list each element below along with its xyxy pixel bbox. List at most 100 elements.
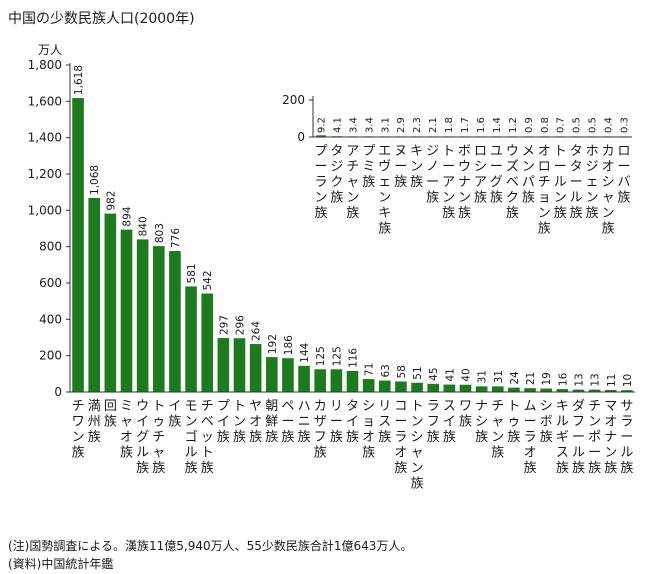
svg-text:ー: ー	[442, 160, 455, 175]
inset-bar-value-label: 1.8	[444, 117, 455, 133]
x-category-label: タイ族	[346, 399, 359, 445]
bar-value-label: 840	[138, 216, 150, 236]
svg-text:ム: ム	[524, 399, 537, 414]
svg-text:ト: ト	[201, 446, 214, 461]
bar-value-label: 11	[606, 374, 618, 387]
svg-text:モ: モ	[185, 399, 198, 414]
svg-text:ー: ー	[394, 415, 407, 430]
svg-text:ダ: ダ	[572, 399, 585, 414]
svg-text:ン: ン	[554, 191, 567, 206]
svg-text:グ: グ	[136, 430, 149, 445]
svg-text:族: 族	[411, 476, 424, 492]
x-category-label: トゥ族	[507, 399, 520, 445]
inset-bar-value-label: 1.4	[492, 117, 503, 133]
x-category-label: 朝鮮族	[265, 399, 278, 445]
bar	[169, 251, 181, 392]
bar	[395, 381, 407, 392]
y-tick-label: 1,200	[28, 167, 62, 181]
bar-value-label: 125	[331, 346, 343, 366]
y-axis-unit: 万人	[38, 43, 62, 57]
x-category-label: シボ族	[540, 399, 553, 445]
svg-text:ン: ン	[72, 430, 85, 445]
svg-text:族: 族	[314, 445, 327, 461]
svg-text:ル: ル	[570, 191, 583, 206]
svg-text:ロ: ロ	[474, 144, 487, 159]
svg-text:回: 回	[104, 399, 117, 414]
svg-text:族: 族	[120, 445, 133, 461]
svg-text:族: 族	[604, 460, 617, 476]
bar	[588, 389, 601, 392]
bar	[314, 369, 327, 392]
svg-text:ー: ー	[588, 446, 601, 461]
x-category-label: ナシ族	[475, 399, 488, 445]
svg-text:族: 族	[249, 429, 262, 445]
bar-value-label: 19	[541, 372, 553, 385]
bar	[459, 384, 472, 392]
svg-text:ア: ア	[346, 144, 359, 159]
svg-text:族: 族	[330, 190, 343, 206]
svg-text:ト: ト	[442, 144, 455, 159]
svg-text:プ: プ	[362, 144, 375, 159]
svg-text:イ: イ	[443, 415, 456, 430]
svg-text:ジ: ジ	[426, 144, 439, 159]
bar-value-label: 982	[105, 191, 117, 211]
svg-text:タ: タ	[570, 160, 583, 175]
svg-text:フ: フ	[314, 430, 327, 445]
x-category-label: イ族	[168, 399, 181, 430]
svg-text:シ: シ	[540, 399, 553, 414]
inset-bar-value-label: 4.1	[332, 117, 343, 133]
source-note: (資料)中国統計年鑑	[8, 557, 114, 571]
svg-text:ヌ: ヌ	[394, 144, 407, 159]
svg-text:ジ: ジ	[586, 160, 599, 175]
bar	[185, 286, 197, 392]
svg-text:ー: ー	[570, 175, 583, 190]
svg-text:州: 州	[88, 415, 101, 430]
svg-text:族: 族	[378, 429, 391, 445]
svg-text:ウ: ウ	[136, 399, 149, 414]
svg-text:族: 族	[459, 414, 472, 430]
svg-text:族: 族	[298, 429, 311, 445]
svg-text:ャ: ャ	[120, 415, 133, 430]
svg-text:ボ: ボ	[458, 144, 471, 159]
svg-text:族: 族	[362, 174, 375, 190]
svg-text:ウ: ウ	[458, 160, 471, 175]
inset-bar-value-label: 0.7	[556, 117, 567, 133]
svg-text:ナ: ナ	[475, 399, 488, 414]
svg-text:族: 族	[314, 205, 327, 221]
svg-text:族: 族	[586, 205, 599, 221]
svg-text:族: 族	[475, 429, 488, 445]
bar-value-label: 1,618	[73, 65, 85, 95]
svg-text:ア: ア	[442, 175, 455, 190]
svg-text:プ: プ	[314, 144, 327, 159]
svg-text:ラ: ラ	[427, 399, 440, 414]
svg-text:族: 族	[554, 205, 567, 221]
bar	[72, 98, 84, 393]
bar	[524, 388, 536, 392]
y-tick-label: 200	[39, 349, 62, 363]
bar	[508, 387, 520, 392]
svg-text:ル: ル	[554, 175, 567, 190]
svg-text:ロ: ロ	[618, 144, 631, 159]
svg-text:ー: ー	[394, 160, 407, 175]
svg-text:ク: ク	[506, 191, 519, 206]
bar-value-label: 13	[590, 373, 602, 386]
svg-text:ノ: ノ	[426, 160, 439, 175]
svg-text:ン: ン	[346, 191, 359, 206]
svg-text:ザ: ザ	[314, 415, 327, 430]
inset-gridlines	[309, 99, 313, 138]
svg-text:族: 族	[168, 414, 181, 430]
svg-text:ヴ: ヴ	[378, 159, 391, 175]
inset-bar-value-label: 3.1	[380, 117, 391, 133]
bar	[362, 379, 375, 392]
svg-text:族: 族	[524, 460, 537, 476]
svg-text:ス: ス	[556, 446, 569, 461]
